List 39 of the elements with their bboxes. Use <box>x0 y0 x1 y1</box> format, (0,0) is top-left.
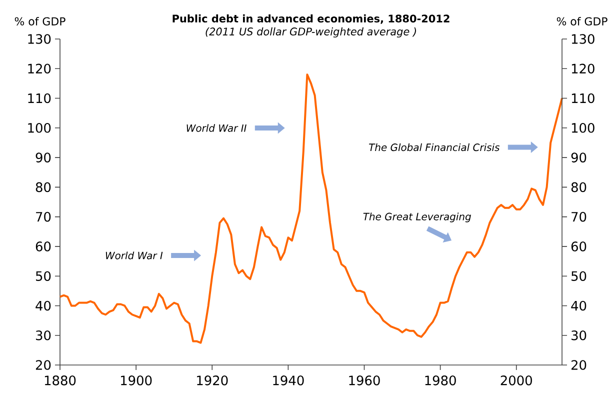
y2-tick-label: 50 <box>572 271 586 281</box>
y2-tick-label: 80 <box>571 182 586 192</box>
y-tick-label: 60 <box>36 242 51 252</box>
y-tick-label: 40 <box>36 300 51 311</box>
y-tick-label: 110 <box>28 93 51 104</box>
y-axis-title: % of GDP <box>14 16 66 26</box>
annotation: World War II <box>186 124 246 132</box>
x-tick-label: 1880 <box>44 376 76 386</box>
x-tick-label: 1900 <box>121 376 152 386</box>
y-tick-label: 80 <box>36 182 51 192</box>
annotation: The Great Leveraging <box>363 212 471 222</box>
y2-axis-title: % of GDP <box>556 16 608 26</box>
chart-subtitle: (2011 US dollar GDP-weighted average ) <box>206 27 416 38</box>
y-tick-label: 120 <box>28 64 51 74</box>
y2-tick-label: 100 <box>572 123 594 133</box>
y-tick-label: 100 <box>28 123 51 133</box>
annotation: World War I <box>106 252 163 260</box>
x-tick-label: 1980 <box>425 376 456 386</box>
y-tick-label: 20 <box>36 360 51 370</box>
x-tick-label: 1940 <box>273 376 304 386</box>
y2-tick-label: 60 <box>571 242 586 252</box>
y2-tick-label: 70 <box>572 212 586 222</box>
y2-tick-label: 130 <box>572 34 594 44</box>
y2-tick-label: 30 <box>572 330 586 340</box>
y-tick-label: 50 <box>36 271 51 281</box>
y2-tick-label: 110 <box>572 93 594 104</box>
chart-title: Public debt in advanced economies, 1880-2012 <box>172 14 450 24</box>
y-tick-label: 70 <box>36 212 51 222</box>
x-tick-label: 2000 <box>500 376 532 386</box>
y-tick-label: 130 <box>28 34 51 44</box>
y2-tick-label: 90 <box>571 152 586 162</box>
x-tick-label: 1960 <box>349 376 380 386</box>
annotation: The Global Financial Crisis <box>369 143 500 152</box>
x-tick-label: 1920 <box>197 376 228 386</box>
y-tick-label: 30 <box>36 330 51 340</box>
y-tick-label: 90 <box>36 152 51 162</box>
y2-tick-label: 20 <box>571 360 586 370</box>
y2-tick-label: 120 <box>572 64 594 74</box>
y2-tick-label: 40 <box>571 300 586 311</box>
